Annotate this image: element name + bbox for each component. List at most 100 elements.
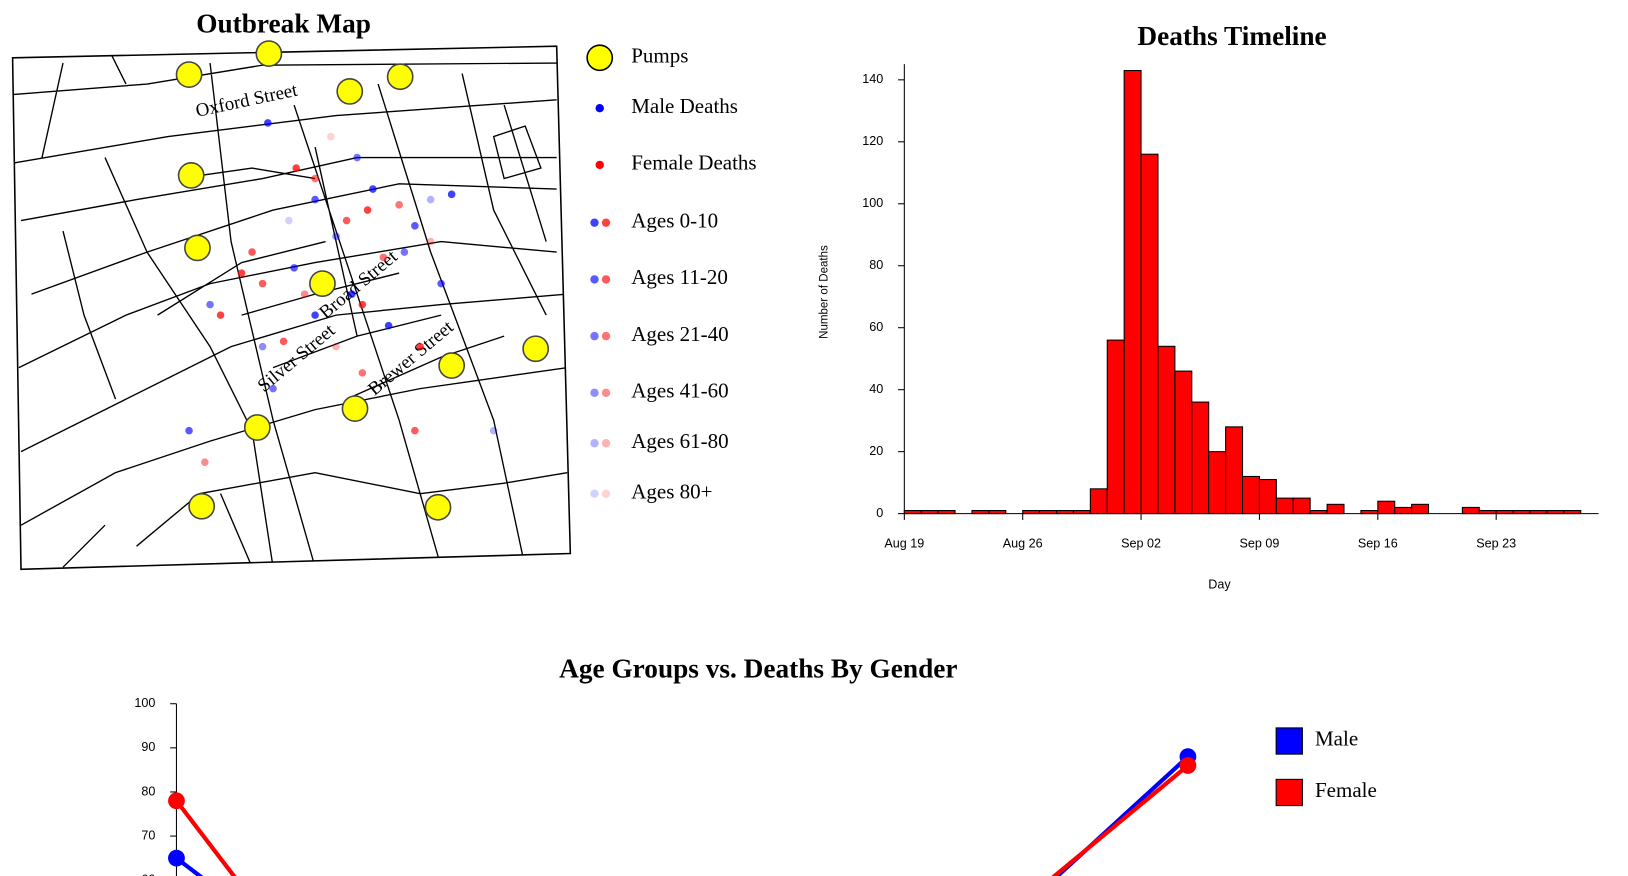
legend-marker bbox=[601, 489, 611, 498]
x-tick-label: Sep 23 bbox=[1476, 536, 1516, 550]
death-point bbox=[369, 185, 377, 193]
legend-marker bbox=[601, 388, 611, 398]
bar bbox=[1191, 401, 1210, 515]
legend-marker bbox=[601, 439, 611, 448]
pump bbox=[177, 162, 205, 189]
bar bbox=[1208, 451, 1227, 515]
bar bbox=[1055, 509, 1074, 515]
bar bbox=[937, 509, 956, 515]
street-label: Silver Street bbox=[254, 320, 340, 397]
bar bbox=[920, 509, 939, 515]
pump bbox=[336, 78, 364, 105]
death-point bbox=[201, 458, 209, 466]
death-point bbox=[248, 248, 256, 256]
x-tick-label: Sep 09 bbox=[1239, 536, 1279, 550]
bar bbox=[1174, 370, 1193, 515]
death-point bbox=[311, 195, 319, 204]
death-point bbox=[437, 279, 445, 288]
death-point bbox=[269, 384, 277, 393]
legend-marker bbox=[590, 489, 599, 498]
y-tick-label: 90 bbox=[141, 740, 155, 754]
map-streets bbox=[12, 46, 568, 568]
bar bbox=[903, 509, 922, 515]
legend-label: Ages 41-60 bbox=[631, 379, 728, 403]
death-point bbox=[258, 342, 267, 351]
death-point bbox=[358, 300, 367, 309]
legend-label: Ages 21-40 bbox=[631, 322, 728, 346]
death-point bbox=[363, 206, 372, 214]
pump bbox=[184, 234, 211, 262]
pump bbox=[175, 61, 203, 88]
chart-title: Outbreak Map bbox=[196, 9, 371, 39]
bar bbox=[1461, 506, 1480, 515]
y-tick-label: 100 bbox=[862, 196, 883, 210]
legend-label: Male Deaths bbox=[631, 94, 738, 118]
death-point bbox=[416, 342, 424, 351]
death-point bbox=[358, 369, 367, 377]
series-line bbox=[175, 755, 1190, 876]
y-tick-label: 60 bbox=[869, 320, 883, 334]
legend-label: Ages 80+ bbox=[631, 479, 712, 503]
y-tick-label: 80 bbox=[869, 258, 883, 272]
death-point bbox=[342, 216, 351, 225]
pump bbox=[243, 414, 271, 441]
death-point bbox=[379, 253, 388, 262]
bar bbox=[1089, 488, 1108, 515]
series-line bbox=[174, 763, 1190, 876]
legend-swatch bbox=[1275, 727, 1303, 755]
pump bbox=[522, 335, 550, 363]
x-tick-label: Sep 02 bbox=[1121, 536, 1161, 550]
y-tick-label: 20 bbox=[869, 444, 883, 458]
legend-marker bbox=[590, 218, 599, 227]
bar bbox=[1309, 509, 1328, 515]
y-tick-label: 0 bbox=[876, 506, 883, 520]
bar bbox=[1563, 509, 1582, 515]
bar bbox=[1411, 503, 1430, 515]
point bbox=[1179, 757, 1197, 774]
legend-marker bbox=[601, 275, 611, 284]
y-tick-label: 40 bbox=[869, 382, 883, 396]
bar bbox=[1039, 509, 1058, 515]
legend-swatch bbox=[1275, 778, 1303, 807]
bar bbox=[1258, 479, 1277, 515]
bar bbox=[1275, 497, 1294, 515]
chart-title: Deaths Timeline bbox=[1137, 21, 1326, 51]
y-tick-label: 100 bbox=[134, 696, 155, 710]
death-point bbox=[411, 222, 419, 230]
y-tick-label: 80 bbox=[141, 784, 155, 798]
death-point bbox=[237, 269, 246, 277]
pump bbox=[188, 492, 216, 520]
bar bbox=[1225, 426, 1244, 515]
bar bbox=[1360, 509, 1379, 515]
death-point bbox=[332, 342, 340, 351]
death-point bbox=[300, 290, 309, 298]
bar bbox=[1022, 509, 1041, 515]
bar bbox=[1512, 509, 1531, 515]
death-point bbox=[348, 290, 356, 298]
death-point bbox=[311, 174, 319, 183]
legend-marker bbox=[590, 388, 599, 398]
bar bbox=[1326, 503, 1345, 515]
pump bbox=[309, 270, 336, 297]
legend-label: Ages 61-80 bbox=[631, 429, 728, 453]
death-point bbox=[279, 337, 288, 346]
pump bbox=[424, 493, 452, 521]
bar bbox=[1140, 153, 1159, 515]
death-point bbox=[447, 190, 456, 199]
pump bbox=[341, 395, 369, 422]
bar bbox=[988, 509, 1007, 515]
death-point bbox=[353, 153, 361, 162]
legend-marker bbox=[595, 160, 604, 170]
death-point bbox=[426, 237, 435, 246]
bar bbox=[1106, 339, 1125, 515]
death-point bbox=[311, 311, 319, 319]
legend-label: Male bbox=[1315, 726, 1358, 750]
death-point bbox=[292, 164, 300, 172]
death-point bbox=[264, 119, 272, 127]
death-point bbox=[185, 426, 193, 435]
axis-label: Number of Deaths bbox=[819, 245, 831, 339]
legend-label: Pumps bbox=[631, 44, 688, 68]
pump bbox=[386, 63, 414, 91]
point bbox=[168, 792, 185, 810]
